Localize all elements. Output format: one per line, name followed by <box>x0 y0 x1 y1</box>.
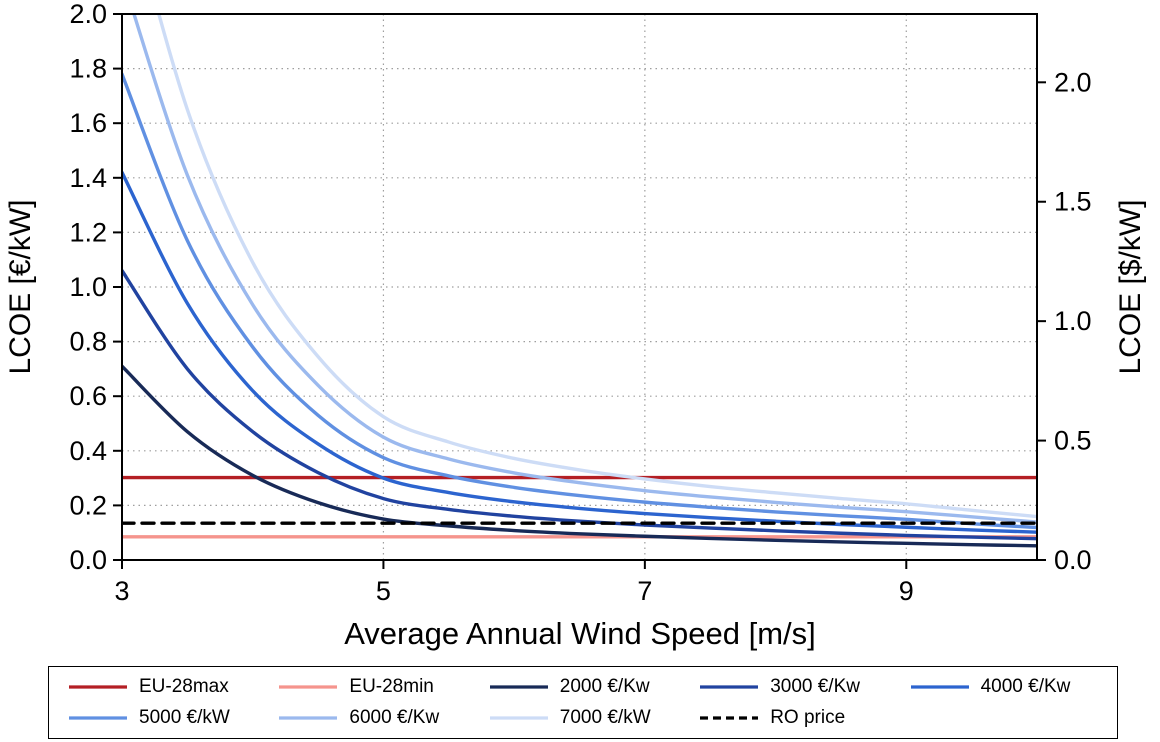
y-left-tick-label: 0.2 <box>69 490 107 520</box>
legend-item: 5000 €/kW <box>57 707 267 729</box>
x-tick-label: 5 <box>376 576 391 606</box>
legend-item: EU-28max <box>57 676 267 698</box>
y-right-tick-label: 0.0 <box>1054 545 1092 575</box>
chart-legend: EU-28max EU-28min 2000 €/Kw 3000 €/Kw 4000 €… <box>48 666 1118 739</box>
legend-label: EU-28min <box>349 676 434 697</box>
y-left-tick-label: 1.6 <box>69 108 107 138</box>
y-right-tick-label: 0.5 <box>1054 426 1092 456</box>
y-axis-label-right: LCOE [$/kW] <box>1114 199 1147 374</box>
x-axis-label: Average Annual Wind Speed [m/s] <box>344 616 816 651</box>
y-left-tick-label: 1.0 <box>69 272 107 302</box>
legend-line-sample-icon <box>279 685 338 689</box>
chart-canvas: 0.0 0.2 0.4 0.6 0.8 1.0 1.2 1.4 1.6 1.8 2.0 0.0 0.5 1… <box>4 0 1147 651</box>
series-2000-kw <box>122 364 1037 548</box>
y-left-tick-label: 1.4 <box>69 163 107 193</box>
legend-label: 2000 €/Kw <box>559 676 650 697</box>
legend-item: 7000 €/kW <box>478 707 688 729</box>
y-left-tick-label: 0.8 <box>69 327 107 357</box>
legend-label: EU-28max <box>139 676 229 697</box>
legend-label: 7000 €/kW <box>559 707 651 728</box>
legend-line-sample-icon <box>489 685 548 689</box>
y-left-tick-label: 0.6 <box>69 381 107 411</box>
series-5000-kw <box>122 72 1037 530</box>
legend-line-sample-icon <box>69 685 127 689</box>
x-tick-label: 3 <box>114 576 129 606</box>
legend-item: 3000 €/Kw <box>688 676 898 698</box>
legend-item: 6000 €/Kw <box>267 707 477 729</box>
series-6000-kw <box>131 13 1037 524</box>
legend-item: 2000 €/Kw <box>478 676 688 698</box>
y-right-tick-label: 1.0 <box>1054 306 1092 336</box>
legend-line-sample-icon <box>489 716 548 720</box>
legend-label: 6000 €/Kw <box>349 707 440 728</box>
legend-label: RO price <box>770 707 846 728</box>
plot-area: 0.0 0.2 0.4 0.6 0.8 1.0 1.2 1.4 1.6 1.8 2.0 0.0 0.5 1… <box>69 0 1091 606</box>
legend-label: 4000 €/Kw <box>980 676 1071 697</box>
legend-item: 4000 €/Kw <box>899 676 1109 698</box>
y-left-tick-label: 2.0 <box>69 0 107 29</box>
series-7000-kw <box>156 13 1037 519</box>
y-left-tick-label: 1.2 <box>69 217 107 247</box>
legend-label: 3000 €/Kw <box>770 676 860 697</box>
y-right-tick-label: 1.5 <box>1054 187 1092 217</box>
legend-line-sample-icon <box>910 685 969 689</box>
legend-line-sample-icon <box>69 716 127 720</box>
y-left-tick-label: 0.0 <box>69 545 107 575</box>
series-3000-kw <box>122 268 1037 541</box>
series-4000-kw <box>122 170 1037 534</box>
legend-line-sample-icon <box>279 716 338 720</box>
x-tick-label: 9 <box>899 576 914 606</box>
legend-label: 5000 €/kW <box>139 707 230 728</box>
y-left-tick-label: 1.8 <box>69 54 107 84</box>
y-left-tick-label: 0.4 <box>69 436 107 466</box>
legend-item: RO price <box>688 707 898 729</box>
legend-line-sample-icon <box>700 716 759 720</box>
legend-line-sample-icon <box>700 685 759 689</box>
legend-item: EU-28min <box>267 676 477 698</box>
x-tick-label: 7 <box>637 576 652 606</box>
y-axis-label-left: LCOE [€/kW] <box>4 199 37 374</box>
y-right-tick-label: 2.0 <box>1054 67 1092 97</box>
